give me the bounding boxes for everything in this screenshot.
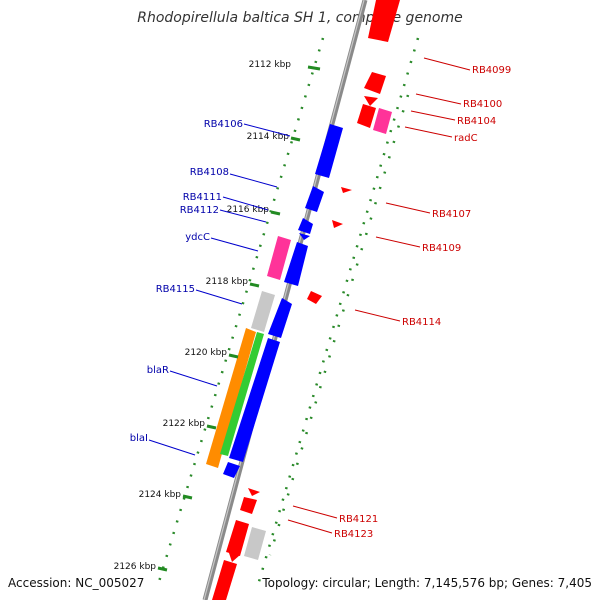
label-ydcc[interactable]: ydcC [185,232,210,243]
inner-guide-track-right [268,94,410,556]
feature-rb4106 [315,124,343,178]
tick-2122: 2122 kbp [163,419,217,430]
svg-text:2114 kbp: 2114 kbp [247,132,290,142]
feature-rb4107 [341,187,352,193]
label-rb4104[interactable]: RB4104 [457,116,496,127]
feature-blai [223,462,240,478]
accession-text: Accession: NC_005027 [8,576,144,590]
svg-text:2118 kbp: 2118 kbp [206,277,249,287]
feature-rb4121-a [248,488,260,496]
feature-gray-bottom [244,527,266,560]
label-rb4114[interactable]: RB4114 [402,317,441,328]
svg-text:2126 kbp: 2126 kbp [114,562,157,572]
feature-rb4099-top [368,0,400,42]
feature-rb4114 [307,291,322,304]
feature-radc [373,108,392,134]
label-blai[interactable]: blaI [130,433,148,444]
right-gene-labels: RB4099 RB4100 RB4104 radC RB4107 RB4109 … [287,57,511,540]
label-blar[interactable]: blaR [147,365,169,376]
svg-text:2122 kbp: 2122 kbp [163,419,206,429]
feature-rb4113 [284,242,308,286]
label-rb4123[interactable]: RB4123 [334,529,373,540]
feature-rb4099 [364,72,386,94]
label-rb4111[interactable]: RB4111 [183,192,222,203]
label-rb4121[interactable]: RB4121 [339,514,378,525]
coordinate-ticks: 2112 kbp 2114 kbp 2116 kbp 2118 kbp 2120… [114,60,321,572]
label-rb4112[interactable]: RB4112 [180,205,219,216]
feature-rb4111 [298,218,313,234]
label-rb4099[interactable]: RB4099 [472,65,511,76]
svg-text:2120 kbp: 2120 kbp [185,348,228,358]
feature-blar-orange [206,328,256,468]
feature-rb4112 [299,233,310,240]
feature-rb4109 [332,220,343,228]
label-rb4106[interactable]: RB4106 [204,119,243,130]
label-radc[interactable]: radC [454,133,478,144]
feature-bottom-red [212,560,237,600]
tick-2116: 2116 kbp [227,205,281,216]
svg-text:2112 kbp: 2112 kbp [249,60,292,70]
feature-rb4123-tip [228,550,240,562]
tick-2124: 2124 kbp [139,490,193,500]
tick-2112: 2112 kbp [249,60,321,71]
feature-rb4115-gray [251,291,275,332]
feature-rb4100 [364,96,378,106]
map-title: Rhodopirellula baltica SH 1, complete ge… [137,10,463,26]
label-rb4108[interactable]: RB4108 [190,167,229,178]
feature-rb4115 [268,298,292,338]
tick-2114: 2114 kbp [247,132,301,142]
tick-2120: 2120 kbp [185,348,239,359]
label-rb4115[interactable]: RB4115 [156,284,195,295]
feature-rb4104 [357,104,376,128]
label-rb4109[interactable]: RB4109 [422,243,461,254]
feature-rb4123 [226,520,249,556]
svg-text:2116 kbp: 2116 kbp [227,205,270,215]
feature-rb4108 [305,186,324,212]
svg-text:2124 kbp: 2124 kbp [139,490,182,500]
feature-ydcc [267,236,291,280]
feature-blar [229,338,280,462]
feature-rb4121-b [240,497,257,514]
topology-text: Topology: circular; Length: 7,145,576 bp… [261,576,592,590]
reverse-strand-features [206,124,343,478]
label-rb4100[interactable]: RB4100 [463,99,502,110]
tick-2126: 2126 kbp [114,562,168,572]
feature-blar-green [220,332,264,456]
label-rb4107[interactable]: RB4107 [432,209,471,220]
tick-2118: 2118 kbp [206,277,260,288]
left-gene-labels: RB4106 RB4108 RB4111 RB4112 ydcC RB4115 … [130,119,291,456]
forward-strand-features [212,0,400,600]
